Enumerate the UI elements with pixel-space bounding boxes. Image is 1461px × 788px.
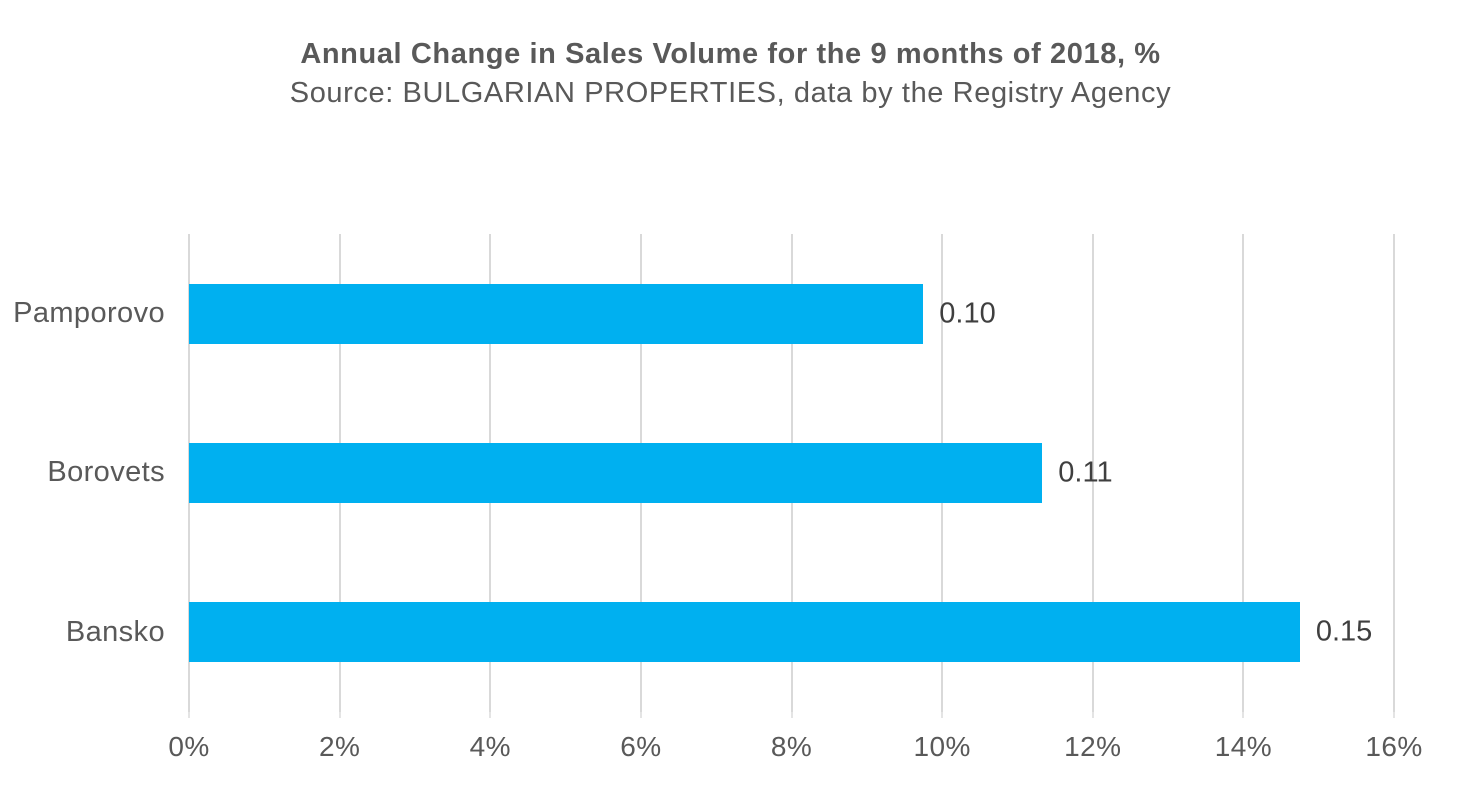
value-axis: 0% 2% 4% 6% 8% 10% 12% 14% 16% bbox=[0, 731, 1461, 771]
x-axis-label: 2% bbox=[318, 731, 361, 762]
x-axis-label: 12% bbox=[1064, 731, 1122, 762]
category-label-pamporovo: Pamporovo bbox=[13, 297, 165, 330]
plot-area: 0.10 0.11 0.15 bbox=[188, 234, 1395, 718]
axis-tick bbox=[941, 712, 944, 718]
axis-tick bbox=[790, 712, 793, 718]
axis-tick bbox=[338, 712, 341, 718]
x-axis-label: 6% bbox=[620, 731, 662, 762]
bar-bansko bbox=[189, 602, 1300, 663]
x-axis-label: 8% bbox=[770, 731, 813, 762]
x-axis-label: 16% bbox=[1365, 731, 1423, 762]
gridline bbox=[1242, 234, 1245, 712]
bar-pamporovo bbox=[189, 283, 924, 344]
axis-tick bbox=[188, 712, 190, 718]
x-axis-label: 0% bbox=[168, 731, 210, 762]
axis-tick bbox=[639, 712, 642, 718]
x-axis-label: 4% bbox=[469, 731, 511, 762]
bar-borovets bbox=[189, 443, 1043, 503]
data-label: 0.10 bbox=[939, 297, 996, 330]
data-label: 0.15 bbox=[1315, 615, 1373, 648]
axis-tick bbox=[1242, 712, 1245, 718]
axis-tick bbox=[489, 712, 492, 718]
axis-tick bbox=[1393, 712, 1395, 718]
gridline bbox=[1091, 234, 1094, 712]
axis-tick bbox=[1091, 712, 1094, 718]
category-axis: Pamporovo Borovets Bansko bbox=[0, 234, 165, 712]
category-label-bansko: Bansko bbox=[65, 615, 165, 648]
chart-subtitle: Source: BULGARIAN PROPERTIES, data by th… bbox=[289, 77, 1172, 109]
chart-title: Annual Change in Sales Volume for the 9 … bbox=[300, 38, 1161, 70]
data-label: 0.11 bbox=[1058, 456, 1113, 489]
x-axis-label: 10% bbox=[913, 731, 971, 762]
category-label-borovets: Borovets bbox=[47, 456, 165, 489]
gridline bbox=[1393, 234, 1395, 712]
x-axis-label: 14% bbox=[1214, 731, 1272, 762]
